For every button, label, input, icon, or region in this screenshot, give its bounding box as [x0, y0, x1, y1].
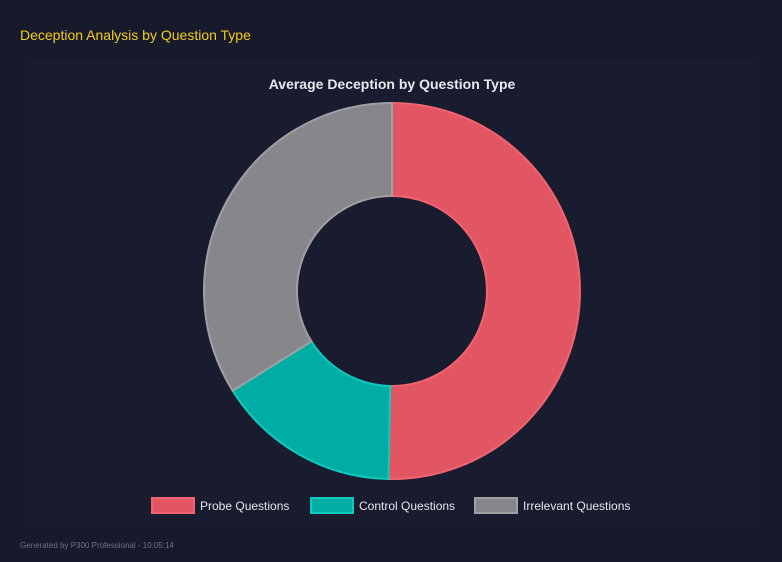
legend-label: Control Questions [359, 499, 455, 513]
chart-title: Average Deception by Question Type [269, 76, 516, 92]
slice-control-questions[interactable] [231, 340, 392, 480]
legend-label: Probe Questions [200, 499, 289, 513]
legend-swatch [310, 497, 354, 514]
legend-item[interactable]: Control Questions [310, 497, 455, 514]
slice-probe-questions[interactable] [387, 101, 581, 480]
legend-item[interactable]: Irrelevant Questions [474, 497, 630, 514]
legend-swatch [474, 497, 518, 514]
slice-irrelevant-questions[interactable] [203, 101, 393, 393]
legend-label: Irrelevant Questions [523, 499, 630, 513]
legend-swatch [151, 497, 195, 514]
footer-text: Generated by P300 Professional - 10:05:1… [20, 541, 174, 550]
legend-item[interactable]: Probe Questions [151, 497, 289, 514]
page-heading: Deception Analysis by Question Type [20, 27, 251, 43]
